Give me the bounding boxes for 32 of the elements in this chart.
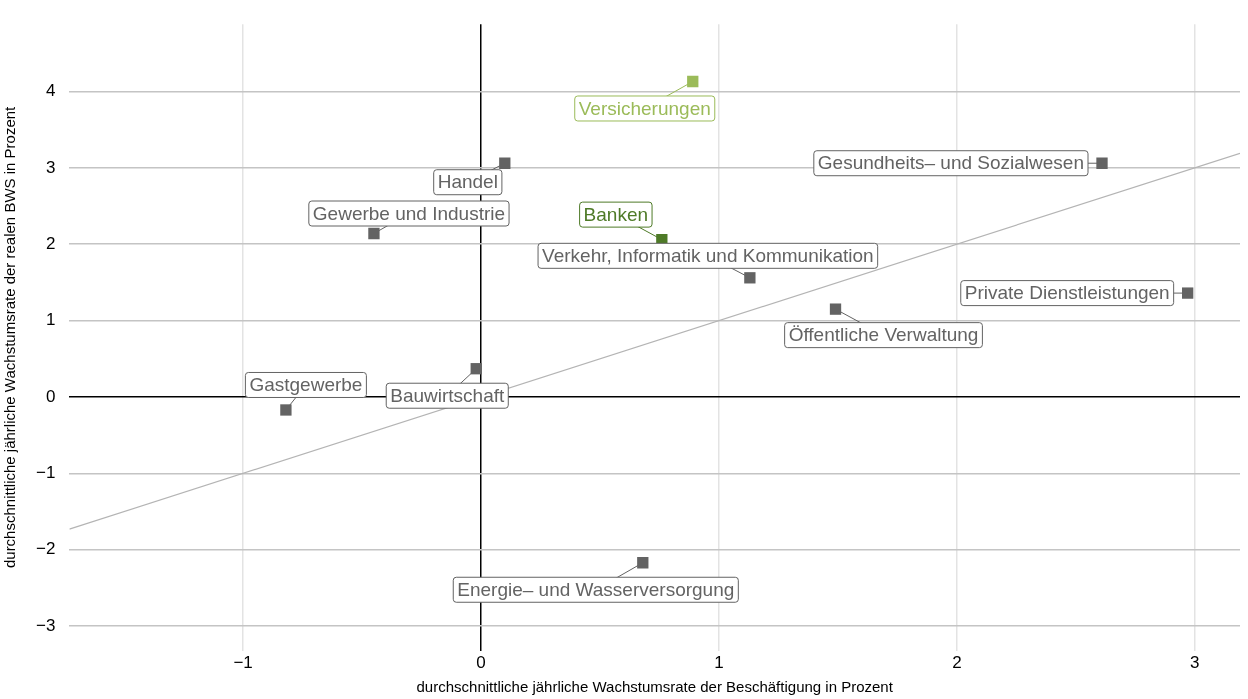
point <box>829 303 842 315</box>
data-label: Öffentliche Verwaltung <box>788 324 979 346</box>
data-label: Private Dienstleistungen <box>964 282 1170 304</box>
x-tick-label: 1 <box>714 653 724 673</box>
y-tick-label: −1 <box>35 463 56 483</box>
data-label: Bauwirtschaft <box>390 384 505 406</box>
data-label: Banken <box>583 203 649 225</box>
point <box>368 227 380 240</box>
y-tick-label: −2 <box>35 539 56 559</box>
y-axis-title: durchschnittliche jährliche Wachstumsrate der realen BWS in Prozent <box>1 105 19 569</box>
y-tick-label: 0 <box>45 386 56 406</box>
data-label: Energie– und Wasserversorgung <box>457 578 735 600</box>
x-tick-label: 0 <box>476 653 486 673</box>
data-label: Versicherungen <box>578 97 711 119</box>
point <box>1182 287 1194 299</box>
y-tick-label: 2 <box>45 233 56 253</box>
y-tick-label: 3 <box>45 157 56 177</box>
y-tick-label: 4 <box>45 81 56 101</box>
point <box>1096 157 1108 169</box>
data-label: Gesundheits– und Sozialwesen <box>817 152 1085 174</box>
y-tick-label: 1 <box>45 310 56 330</box>
data-label: Gastgewerbe <box>249 374 363 396</box>
data-label: Handel <box>437 171 498 193</box>
data-label: Gewerbe und Industrie <box>312 202 506 224</box>
x-tick-label: −1 <box>233 653 253 673</box>
x-tick-label: 3 <box>1190 653 1200 673</box>
y-tick-label: −3 <box>35 615 56 635</box>
data-label: Verkehr, Informatik und Kommunikation <box>542 245 874 267</box>
x-axis-title: durchschnittliche jährliche Wachstumsrate der Beschäftigung in Prozent <box>416 678 894 696</box>
x-tick-label: 2 <box>952 653 962 673</box>
point <box>280 404 292 416</box>
point <box>744 272 756 284</box>
